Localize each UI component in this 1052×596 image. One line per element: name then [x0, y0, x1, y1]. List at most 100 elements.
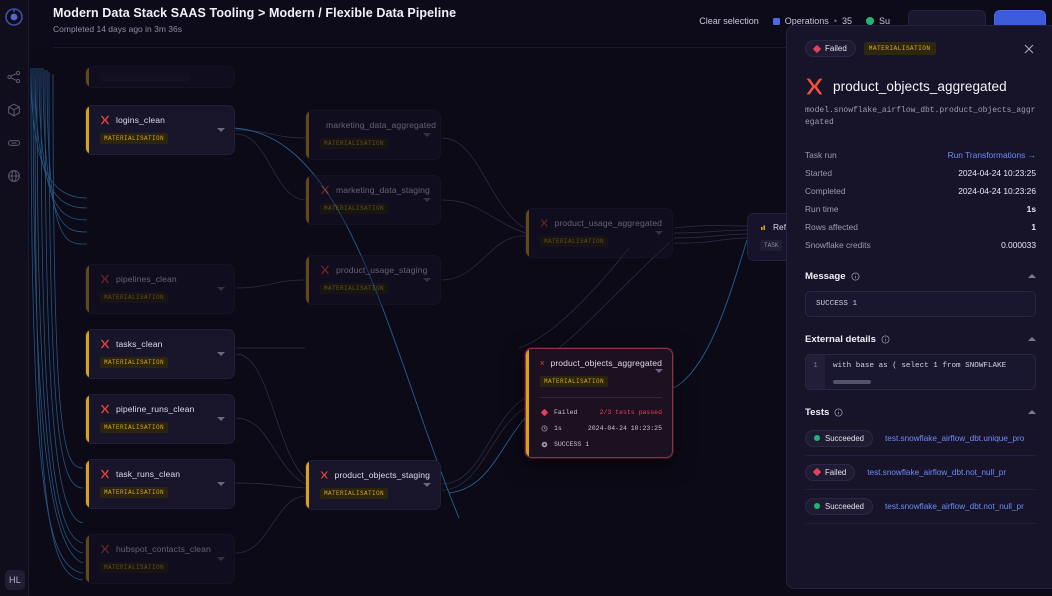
collapse-external-icon[interactable] — [1028, 337, 1036, 342]
tests-section-title: Tests — [805, 406, 830, 418]
test-name-link[interactable]: test.snowflake_airflow_dbt.not_null_pr — [885, 501, 1024, 511]
graph-node[interactable]: tasks_clean MATERIALISATION — [85, 329, 235, 379]
detail-value[interactable]: Run Transformations → — [947, 149, 1036, 160]
node-title: logins_clean — [100, 115, 224, 125]
node-title: product_objects_staging — [320, 470, 430, 480]
globe-settings-icon[interactable] — [6, 168, 22, 184]
detail-key: Snowflake credits — [805, 239, 871, 250]
status-badge-label: Failed — [825, 44, 847, 53]
header-divider — [53, 47, 1033, 48]
test-name-link[interactable]: test.snowflake_airflow_dbt.unique_pro — [885, 433, 1025, 443]
graph-nodes-icon[interactable] — [6, 69, 22, 85]
chevron-down-icon[interactable] — [217, 352, 225, 356]
chevron-down-icon[interactable] — [655, 231, 663, 235]
detail-row: Run time 1s — [805, 200, 1036, 218]
dbt-logo-icon — [320, 185, 330, 195]
node-body: hubspot_contacts_clean MATERIALISATION — [86, 535, 234, 583]
node-accent-bar — [86, 395, 89, 443]
chevron-down-icon[interactable] — [655, 369, 663, 373]
graph-node[interactable]: product_usage_staging MATERIALISATION — [305, 255, 441, 305]
tests-section-header: Tests — [805, 407, 1036, 418]
chevron-down-icon[interactable] — [423, 198, 431, 202]
graph-node[interactable]: marketing_data_staging MATERIALISATION — [305, 175, 441, 225]
node-label: hubspot_contacts_clean — [116, 544, 211, 554]
app-logo-icon[interactable] — [4, 7, 24, 27]
graph-node[interactable]: pipeline_runs_clean MATERIALISATION — [85, 394, 235, 444]
dbt-logo-icon — [100, 469, 110, 479]
materialisation-badge: MATERIALISATION — [863, 42, 936, 55]
node-title: pipeline_runs_clean — [100, 404, 224, 414]
chevron-down-icon[interactable] — [217, 557, 225, 561]
bar-chart-icon — [761, 225, 765, 230]
selected-node-time-row: 1s 2024-04-24 10:23:25 — [540, 420, 662, 436]
graph-node[interactable]: task_runs_clean MATERIALISATION — [85, 459, 235, 509]
chevron-down-icon[interactable] — [217, 417, 225, 421]
chevron-down-icon[interactable] — [423, 133, 431, 137]
chevron-down-icon[interactable] — [423, 483, 431, 487]
info-icon[interactable] — [881, 335, 890, 344]
node-body: task_runs_clean MATERIALISATION — [86, 460, 234, 508]
graph-edges — [30, 67, 748, 581]
cube-icon[interactable] — [6, 102, 22, 118]
test-status-badge: Succeeded — [805, 429, 874, 447]
test-name-link[interactable]: test.snowflake_airflow_dbt.not_null_pr — [867, 467, 1007, 477]
test-status-badge: Failed — [805, 463, 856, 481]
node-body: tasks_clean MATERIALISATION — [86, 330, 234, 378]
collapse-tests-icon[interactable] — [1028, 410, 1036, 415]
selected-node-tests-summary[interactable]: 2/3 tests passed — [599, 408, 662, 416]
graph-node[interactable]: logins_clean MATERIALISATION — [85, 105, 235, 155]
graph-node[interactable]: product_objects_staging MATERIALISATION — [305, 460, 441, 510]
detail-key: Completed — [805, 185, 846, 196]
dbt-logo-icon — [100, 404, 110, 414]
clear-selection-button[interactable]: Clear selection — [699, 16, 759, 26]
clock-icon — [540, 424, 548, 432]
test-status-label: Failed — [825, 467, 847, 477]
chevron-down-icon[interactable] — [217, 287, 225, 291]
dbt-logo-icon — [100, 544, 110, 554]
operations-swatch-icon — [772, 17, 780, 25]
link-icon[interactable] — [6, 135, 22, 151]
page-title: Modern Data Stack SAAS Tooling > Modern … — [53, 6, 457, 20]
collapse-message-icon[interactable] — [1028, 274, 1036, 279]
graph-node[interactable]: marketing_data_aggregated MATERIALISATIO… — [305, 110, 441, 160]
chevron-down-icon[interactable] — [423, 278, 431, 282]
node-label: product_usage_staging — [336, 265, 428, 275]
info-icon[interactable] — [851, 272, 860, 281]
info-icon[interactable] — [834, 408, 843, 417]
node-badge: MATERIALISATION — [100, 562, 169, 573]
node-badge: MATERIALISATION — [320, 488, 389, 499]
test-row: Succeeded test.snowflake_airflow_dbt.not… — [805, 490, 1036, 524]
node-badge: MATERIALISATION — [100, 133, 169, 144]
graph-node-selected[interactable]: product_objects_aggregated MATERIALISATI… — [525, 348, 673, 458]
failed-diamond-icon — [540, 408, 548, 416]
node-title: pipelines_clean — [100, 274, 224, 284]
node-title: task_runs_clean — [100, 469, 224, 479]
failed-diamond-icon — [812, 468, 822, 477]
chevron-down-icon[interactable] — [217, 128, 225, 132]
node-label: marketing_data_aggregated — [326, 120, 437, 130]
node-accent-bar — [526, 209, 529, 257]
panel-node-path: model.snowflake_airflow_dbt.product_obje… — [805, 106, 1036, 128]
panel-details-table: Task run Run Transformations → Started 2024… — [805, 146, 1036, 254]
selected-node-message-row: SUCCESS 1 — [540, 436, 662, 452]
detail-row: Started 2024-04-24 10:23:25 — [805, 164, 1036, 182]
node-label: pipeline_runs_clean — [116, 404, 195, 414]
graph-node[interactable] — [85, 66, 235, 88]
node-badge: MATERIALISATION — [100, 357, 169, 368]
graph-node[interactable]: hubspot_contacts_clean MATERIALISATION — [85, 534, 235, 584]
chevron-down-icon[interactable] — [217, 482, 225, 486]
code-horizontal-scrollbar[interactable] — [833, 379, 871, 384]
operations-label: Operations — [784, 16, 829, 26]
avatar[interactable]: HL — [5, 570, 25, 590]
graph-node[interactable]: pipelines_clean MATERIALISATION — [85, 264, 235, 314]
node-accent-bar — [86, 67, 89, 87]
node-body: pipelines_clean MATERIALISATION — [86, 265, 234, 313]
details-panel: Failed MATERIALISATION product_objects_a… — [786, 25, 1052, 589]
task-node-name: Refre — [773, 222, 794, 232]
selected-node-title: product_objects_aggregated — [540, 358, 663, 373]
graph-node[interactable]: product_usage_aggregated MATERIALISATION — [525, 208, 673, 258]
node-title: marketing_data_staging — [320, 185, 430, 195]
external-code-block[interactable]: 1 with base as ( select 1 from SNOWFLAKE — [805, 353, 1036, 390]
detail-value: 2024-04-24 10:23:26 — [958, 185, 1036, 196]
close-icon[interactable] — [1022, 42, 1036, 56]
